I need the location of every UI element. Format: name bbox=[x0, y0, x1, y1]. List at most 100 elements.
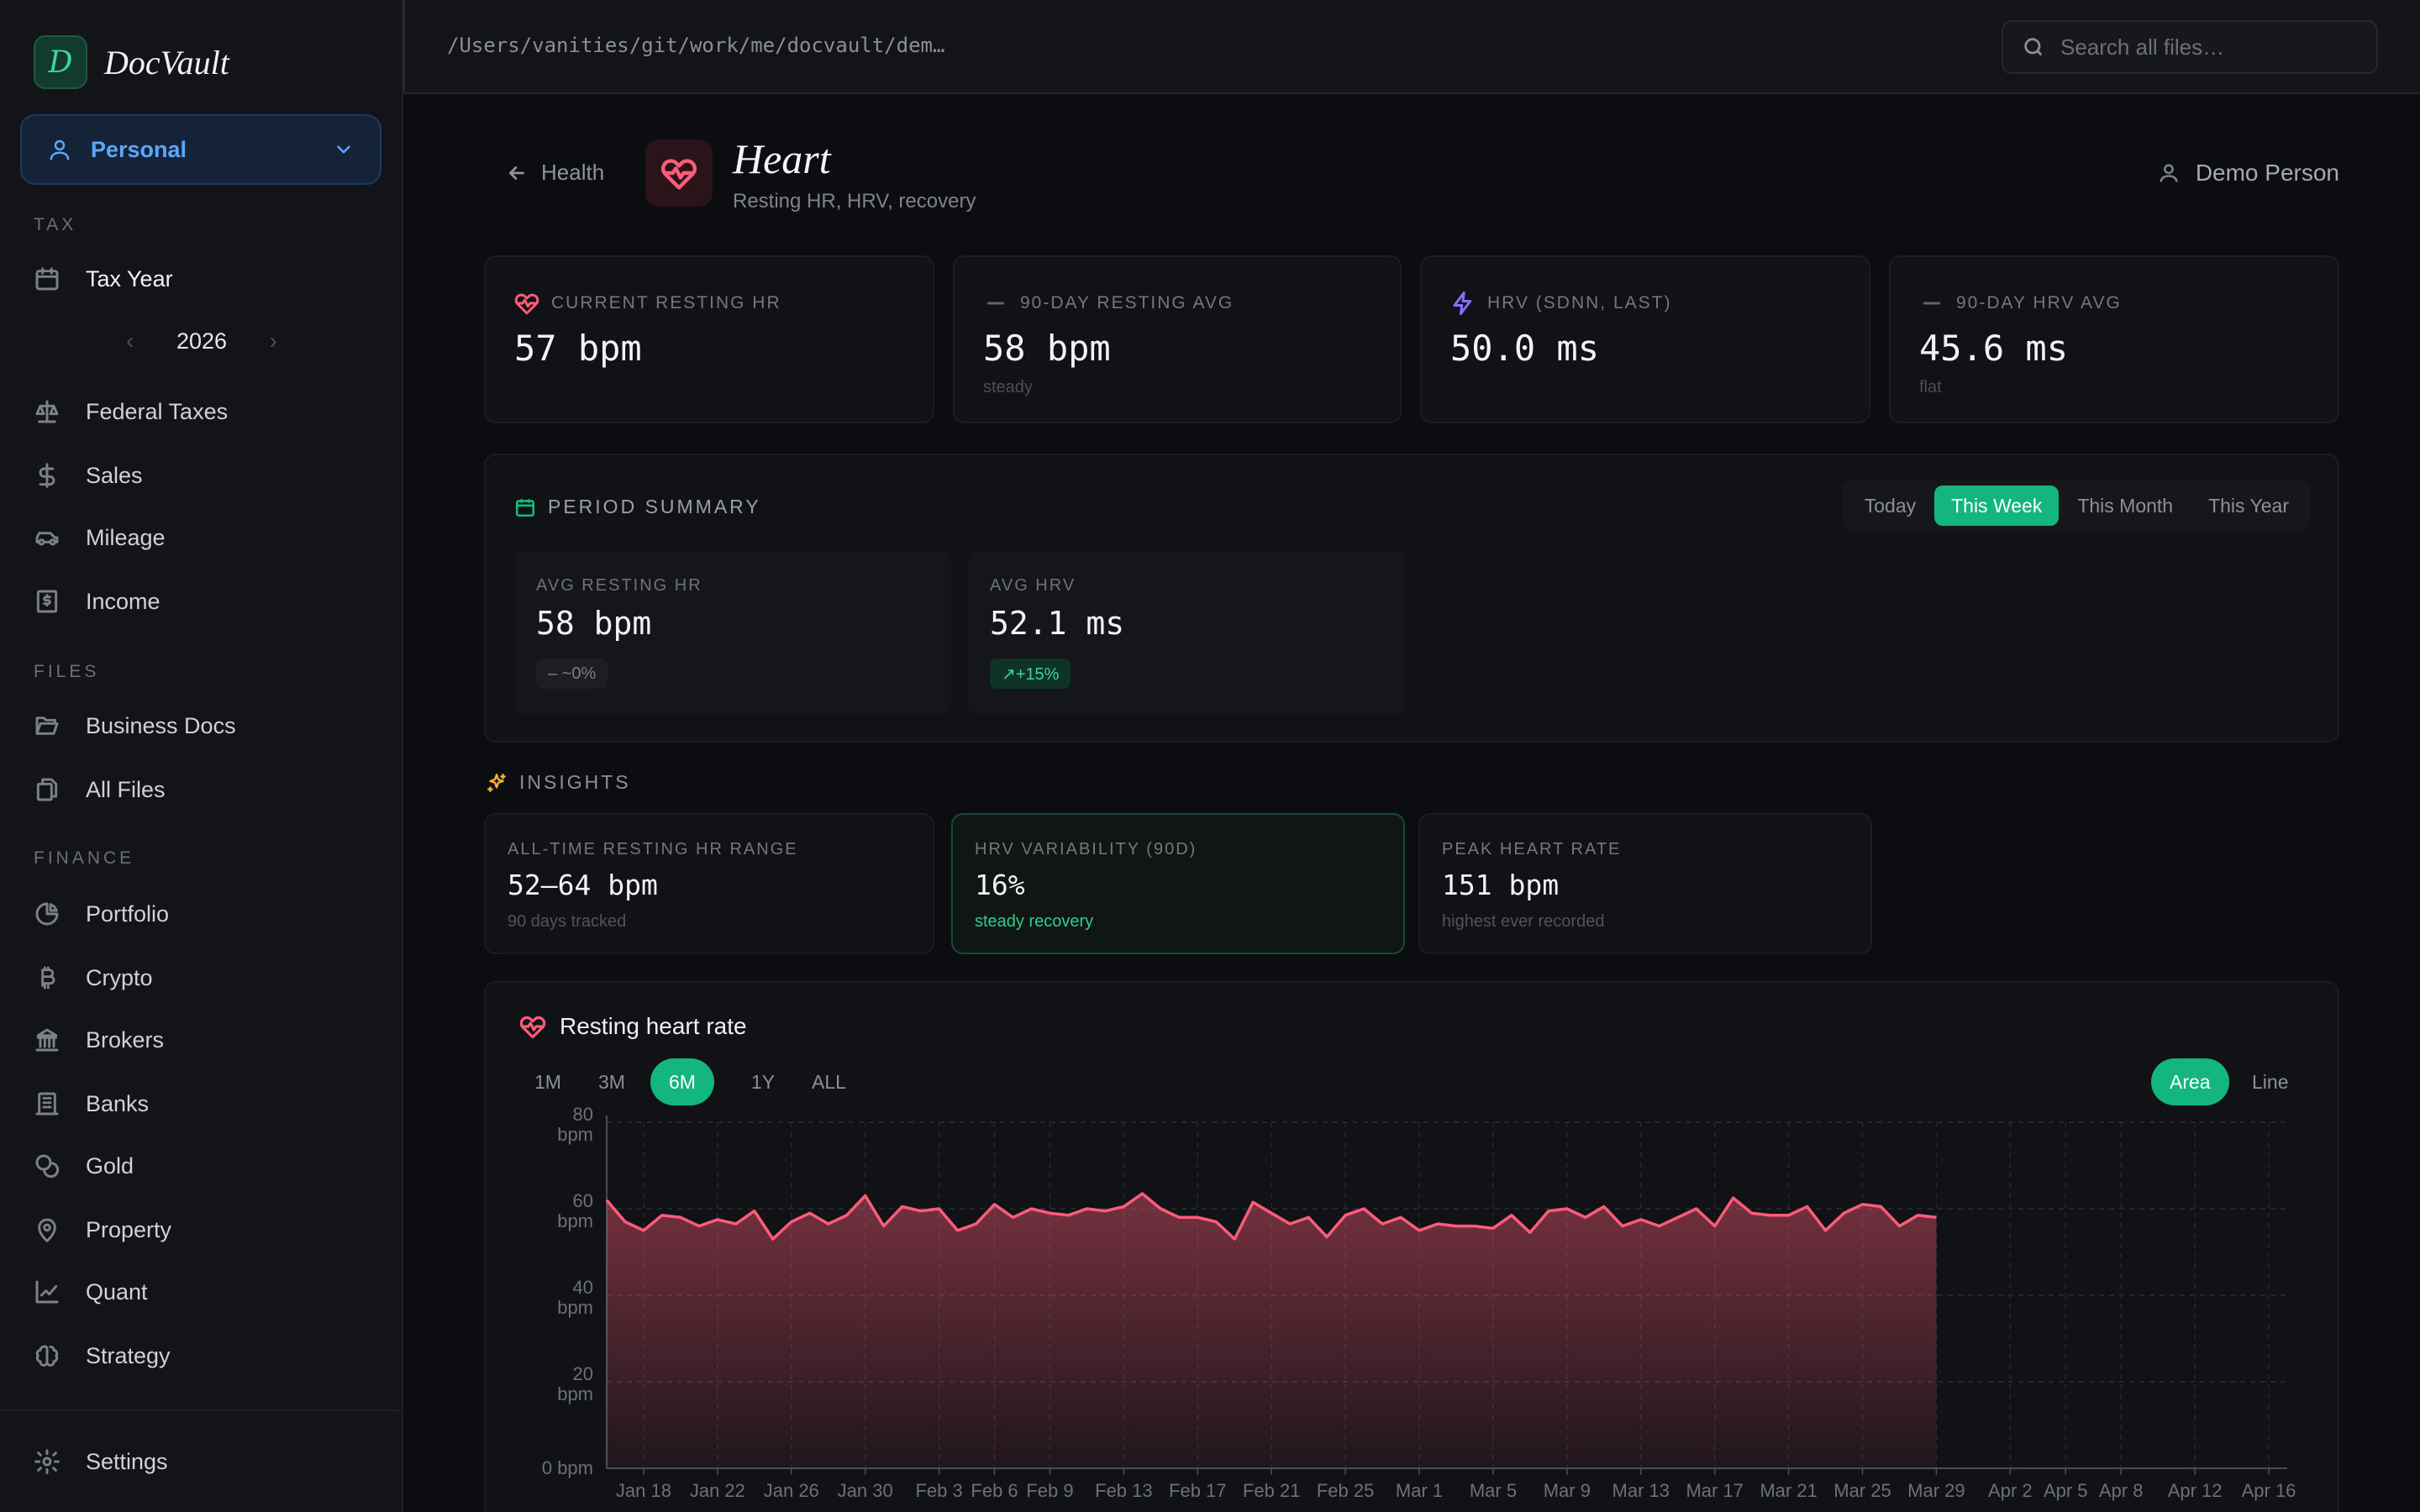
sidebar-item-label: Quant bbox=[86, 1278, 148, 1305]
line-chart-icon bbox=[35, 1280, 59, 1304]
map-pin-icon bbox=[38, 1218, 56, 1242]
topbar: /Users/vanities/git/work/me/docvault/dem… bbox=[403, 0, 2420, 94]
stat-label: HRV (SDNN, LAST) bbox=[1487, 293, 1672, 312]
user-name: Demo Person bbox=[2195, 160, 2339, 186]
chevron-down-icon bbox=[337, 145, 350, 154]
user-icon bbox=[2160, 164, 2178, 182]
x-tick-label: Apr 16 bbox=[2242, 1480, 2296, 1501]
summary-card-avg-hrv: AVG HRV 52.1 ms ↗+15% bbox=[968, 551, 1405, 714]
mode-area[interactable]: Area bbox=[2151, 1058, 2229, 1105]
user-menu[interactable]: Demo Person bbox=[2157, 160, 2339, 186]
sidebar-item-sales[interactable]: Sales bbox=[34, 450, 370, 501]
stat-card-90-day-hrv-avg: 90-DAY HRV AVG 45.6 ms flat bbox=[1889, 255, 2339, 423]
tab-this-week[interactable]: This Week bbox=[1934, 486, 2060, 526]
insight-label: HRV VARIABILITY (90D) bbox=[975, 840, 1197, 858]
tab-this-month[interactable]: This Month bbox=[2077, 494, 2174, 517]
sidebar-item-label: Tax Year bbox=[86, 265, 173, 291]
receipt-icon bbox=[36, 590, 58, 613]
x-tick-label: Feb 6 bbox=[971, 1480, 1018, 1501]
x-tick-label: Jan 26 bbox=[764, 1480, 819, 1501]
sidebar-item-label: Crypto bbox=[86, 964, 153, 990]
back-link[interactable]: Health bbox=[506, 160, 604, 186]
heart-pulse-icon bbox=[519, 1016, 546, 1039]
stat-value: 58 bpm bbox=[983, 328, 1111, 369]
mode-line[interactable]: Line bbox=[2252, 1070, 2289, 1093]
pie-chart-icon bbox=[35, 902, 59, 926]
tab-today[interactable]: Today bbox=[1864, 494, 1917, 517]
calendar-icon bbox=[515, 498, 535, 517]
sidebar-item-tax-year[interactable]: Tax Year bbox=[34, 254, 370, 304]
stat-value: 45.6 ms bbox=[1919, 328, 2069, 369]
sidebar-item-mileage[interactable]: Mileage bbox=[34, 512, 370, 563]
year-prev-button[interactable]: ‹ bbox=[126, 328, 134, 354]
sidebar-item-all-files[interactable]: All Files bbox=[34, 764, 370, 815]
sidebar-item-strategy[interactable]: Strategy bbox=[34, 1331, 370, 1381]
sidebar-item-label: Portfolio bbox=[86, 900, 170, 927]
insight-value: 16% bbox=[975, 869, 1025, 901]
insight-card-peak-hr: PEAK HEART RATE 151 bpm highest ever rec… bbox=[1418, 813, 1872, 954]
landmark-icon bbox=[35, 1028, 59, 1052]
x-tick-label: Feb 13 bbox=[1095, 1480, 1153, 1501]
summary-label: AVG HRV bbox=[990, 576, 1076, 595]
dash-icon bbox=[1923, 302, 1941, 305]
sidebar-item-income[interactable]: Income bbox=[34, 576, 370, 627]
stat-card-current-resting-hr: CURRENT RESTING HR 57 bpm bbox=[484, 255, 934, 423]
sidebar-item-business-docs[interactable]: Business Docs bbox=[34, 701, 370, 751]
sidebar-item-label: Banks bbox=[86, 1090, 150, 1116]
range-1y[interactable]: 1Y bbox=[751, 1070, 776, 1093]
x-tick-label: Mar 5 bbox=[1470, 1480, 1517, 1501]
sidebar-item-label: Business Docs bbox=[86, 712, 236, 738]
chart-title: Resting heart rate bbox=[560, 1013, 747, 1039]
section-title-finance: FINANCE bbox=[34, 848, 135, 868]
sidebar-item-gold[interactable]: Gold bbox=[34, 1141, 370, 1191]
range-all[interactable]: ALL bbox=[812, 1070, 846, 1093]
year-next-button[interactable]: › bbox=[269, 328, 277, 354]
insights-heading: INSIGHTS bbox=[486, 771, 631, 794]
x-tick-label: Feb 21 bbox=[1243, 1480, 1301, 1501]
coins-icon bbox=[35, 1154, 60, 1179]
sidebar-item-portfolio[interactable]: Portfolio bbox=[34, 889, 370, 939]
insight-note: 90 days tracked bbox=[508, 912, 627, 931]
gear-icon bbox=[34, 1449, 60, 1474]
x-tick-label: Feb 25 bbox=[1317, 1480, 1375, 1501]
insight-card-hrv-variability: HRV VARIABILITY (90D) 16% steady recover… bbox=[951, 813, 1405, 954]
x-tick-label: Apr 2 bbox=[1988, 1480, 2033, 1501]
sidebar-item-property[interactable]: Property bbox=[34, 1205, 370, 1255]
brand[interactable]: D DocVault bbox=[34, 35, 229, 89]
summary-value: 52.1 ms bbox=[990, 605, 1125, 642]
sidebar-item-banks[interactable]: Banks bbox=[34, 1079, 370, 1129]
year-stepper: ‹ 2026 › bbox=[126, 328, 277, 354]
sidebar-item-label: Mileage bbox=[86, 524, 166, 550]
x-tick-label: Mar 29 bbox=[1907, 1480, 1965, 1501]
sidebar-item-settings[interactable]: Settings bbox=[34, 1436, 370, 1487]
user-icon bbox=[50, 139, 70, 160]
sidebar-item-brokers[interactable]: Brokers bbox=[34, 1015, 370, 1065]
x-tick-label: Mar 1 bbox=[1396, 1480, 1443, 1501]
y-tick-label: 80 bpm bbox=[557, 1104, 593, 1145]
search-input[interactable]: Search all files… bbox=[2002, 20, 2378, 74]
section-title-tax: TAX bbox=[34, 215, 77, 234]
insight-value: 151 bpm bbox=[1442, 869, 1560, 901]
y-tick-label: 20 bpm bbox=[557, 1363, 593, 1404]
heart-pulse-icon bbox=[514, 293, 539, 315]
range-1m[interactable]: 1M bbox=[534, 1070, 561, 1093]
search-placeholder: Search all files… bbox=[2060, 34, 2225, 60]
x-tick-label: Mar 9 bbox=[1544, 1480, 1591, 1501]
range-6m[interactable]: 6M bbox=[650, 1058, 714, 1105]
summary-value: 58 bpm bbox=[536, 605, 652, 642]
sidebar-item-federal-taxes[interactable]: Federal Taxes bbox=[34, 386, 370, 437]
sidebar-item-label: Strategy bbox=[86, 1342, 171, 1368]
tab-this-year[interactable]: This Year bbox=[2208, 494, 2289, 517]
stat-value: 57 bpm bbox=[514, 328, 642, 369]
x-tick-label: Feb 3 bbox=[915, 1480, 962, 1501]
series-area bbox=[607, 1194, 1937, 1468]
x-tick-label: Apr 8 bbox=[2099, 1480, 2144, 1501]
stat-card-hrv-last: HRV (SDNN, LAST) 50.0 ms bbox=[1420, 255, 1870, 423]
sidebar-item-crypto[interactable]: Crypto bbox=[34, 953, 370, 1003]
profile-selector[interactable]: Personal bbox=[20, 114, 381, 185]
range-3m[interactable]: 3M bbox=[598, 1070, 625, 1093]
lightning-icon bbox=[1453, 291, 1472, 315]
sidebar-item-quant[interactable]: Quant bbox=[34, 1267, 370, 1317]
